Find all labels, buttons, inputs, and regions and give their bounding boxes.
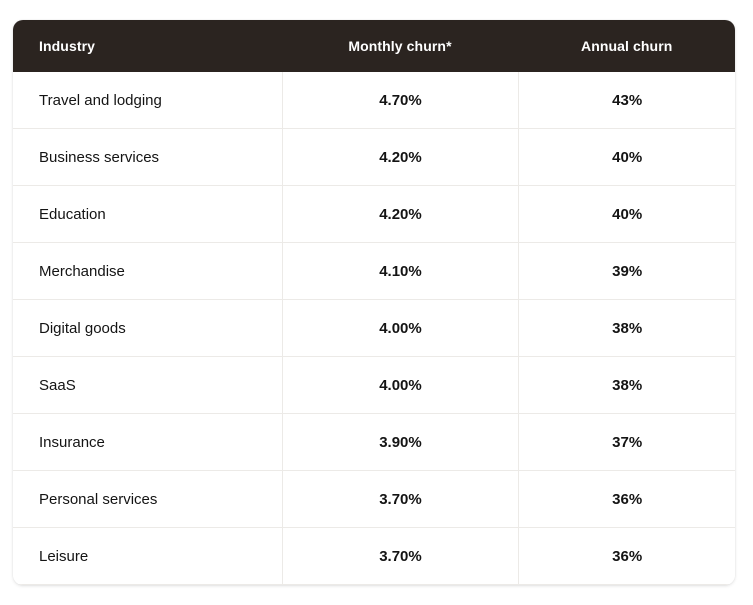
- industry-cell: Business services: [13, 129, 282, 186]
- industry-cell: Education: [13, 186, 282, 243]
- annual-churn-cell: 38%: [518, 300, 735, 357]
- industry-cell: Digital goods: [13, 300, 282, 357]
- table-row: Merchandise 4.10% 39%: [13, 243, 735, 300]
- industry-cell: SaaS: [13, 357, 282, 414]
- column-header-annual-churn: Annual churn: [518, 20, 735, 72]
- monthly-churn-cell: 3.70%: [281, 528, 519, 585]
- column-header-industry: Industry: [13, 20, 282, 72]
- annual-churn-cell: 37%: [518, 414, 735, 471]
- industry-cell: Travel and lodging: [13, 72, 282, 129]
- monthly-churn-cell: 4.70%: [281, 72, 519, 129]
- annual-churn-cell: 43%: [518, 72, 735, 129]
- annual-churn-cell: 39%: [518, 243, 735, 300]
- industry-cell: Insurance: [13, 414, 282, 471]
- table-row: Insurance 3.90% 37%: [13, 414, 735, 471]
- column-header-monthly-churn: Monthly churn*: [281, 20, 519, 72]
- monthly-churn-cell: 4.00%: [281, 357, 519, 414]
- monthly-churn-cell: 4.00%: [281, 300, 519, 357]
- monthly-churn-cell: 4.20%: [281, 129, 519, 186]
- industry-cell: Leisure: [13, 528, 282, 585]
- annual-churn-cell: 36%: [518, 528, 735, 585]
- monthly-churn-cell: 3.70%: [281, 471, 519, 528]
- table-row: Digital goods 4.00% 38%: [13, 300, 735, 357]
- churn-by-industry-table: Industry Monthly churn* Annual churn Tra…: [13, 20, 735, 585]
- industry-cell: Merchandise: [13, 243, 282, 300]
- annual-churn-cell: 36%: [518, 471, 735, 528]
- monthly-churn-cell: 4.10%: [281, 243, 519, 300]
- annual-churn-cell: 40%: [518, 186, 735, 243]
- table-row: Leisure 3.70% 36%: [13, 528, 735, 585]
- annual-churn-cell: 38%: [518, 357, 735, 414]
- table-row: Travel and lodging 4.70% 43%: [13, 72, 735, 129]
- annual-churn-cell: 40%: [518, 129, 735, 186]
- table-row: Personal services 3.70% 36%: [13, 471, 735, 528]
- data-table: Industry Monthly churn* Annual churn Tra…: [13, 20, 735, 585]
- monthly-churn-cell: 3.90%: [281, 414, 519, 471]
- table-row: Business services 4.20% 40%: [13, 129, 735, 186]
- monthly-churn-cell: 4.20%: [281, 186, 519, 243]
- table-row: SaaS 4.00% 38%: [13, 357, 735, 414]
- table-row: Education 4.20% 40%: [13, 186, 735, 243]
- table-header-row: Industry Monthly churn* Annual churn: [13, 20, 735, 72]
- industry-cell: Personal services: [13, 471, 282, 528]
